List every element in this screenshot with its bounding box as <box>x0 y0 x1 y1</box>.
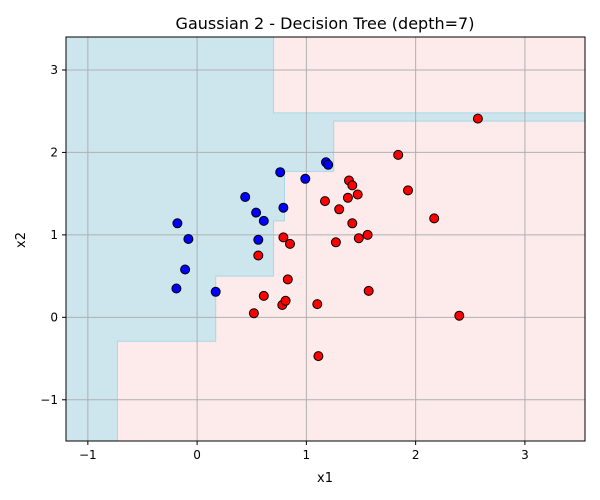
plot-area: −1 0 1 2 3 −1 0 1 2 3 <box>40 36 586 462</box>
blue-data-point <box>180 264 191 275</box>
blue-data-point <box>253 234 264 245</box>
blue-class-region <box>65 36 586 442</box>
blue-data-point <box>251 207 262 218</box>
red-data-point <box>347 180 358 191</box>
y-axis-label: x2 <box>14 232 29 248</box>
red-data-point <box>312 299 323 310</box>
red-data-point <box>393 149 404 160</box>
x-tick-label: −1 <box>79 448 97 462</box>
blue-data-point <box>278 202 289 213</box>
chart-title: Gaussian 2 - Decision Tree (depth=7) <box>176 14 475 33</box>
blue-data-point <box>183 234 194 244</box>
red-data-point <box>253 250 264 261</box>
x-tick-label: 3 <box>521 448 529 462</box>
red-data-point <box>353 233 364 244</box>
red-data-point <box>320 196 330 207</box>
blue-data-point <box>258 215 269 226</box>
blue-data-point <box>171 283 182 294</box>
x-axis-label: x1 <box>317 471 333 486</box>
x-tick-label: 2 <box>412 448 420 462</box>
red-data-point <box>285 238 295 249</box>
y-tick-label: −1 <box>40 393 58 407</box>
red-data-point <box>472 113 483 124</box>
red-data-point <box>280 295 291 306</box>
y-tick-label: 0 <box>50 310 58 324</box>
x-tick-label: 0 <box>193 448 201 462</box>
red-data-point <box>248 308 259 319</box>
red-data-point <box>454 310 465 321</box>
red-data-point <box>342 192 353 203</box>
blue-data-point <box>300 173 311 184</box>
plot-frame <box>65 36 586 442</box>
red-data-point <box>330 237 341 248</box>
y-tick-label: 2 <box>50 145 58 159</box>
red-data-point <box>282 274 293 285</box>
blue-data-point <box>275 167 286 178</box>
red-data-point <box>403 185 413 196</box>
blue-data-point <box>172 218 183 229</box>
red-data-point <box>362 229 373 240</box>
blue-data-point <box>323 159 334 170</box>
red-data-point <box>429 213 440 224</box>
red-data-point <box>313 351 324 362</box>
x-tick-label: 1 <box>303 448 311 462</box>
blue-data-point <box>210 286 221 297</box>
y-tick-label: 3 <box>50 63 58 77</box>
red-data-point <box>347 218 358 229</box>
red-data-point <box>278 232 289 243</box>
y-tick-label: 1 <box>50 228 58 242</box>
red-data-point <box>352 189 363 200</box>
red-data-point <box>258 290 269 301</box>
red-data-point <box>363 285 374 296</box>
red-data-point <box>334 204 345 215</box>
blue-data-point <box>240 192 251 202</box>
